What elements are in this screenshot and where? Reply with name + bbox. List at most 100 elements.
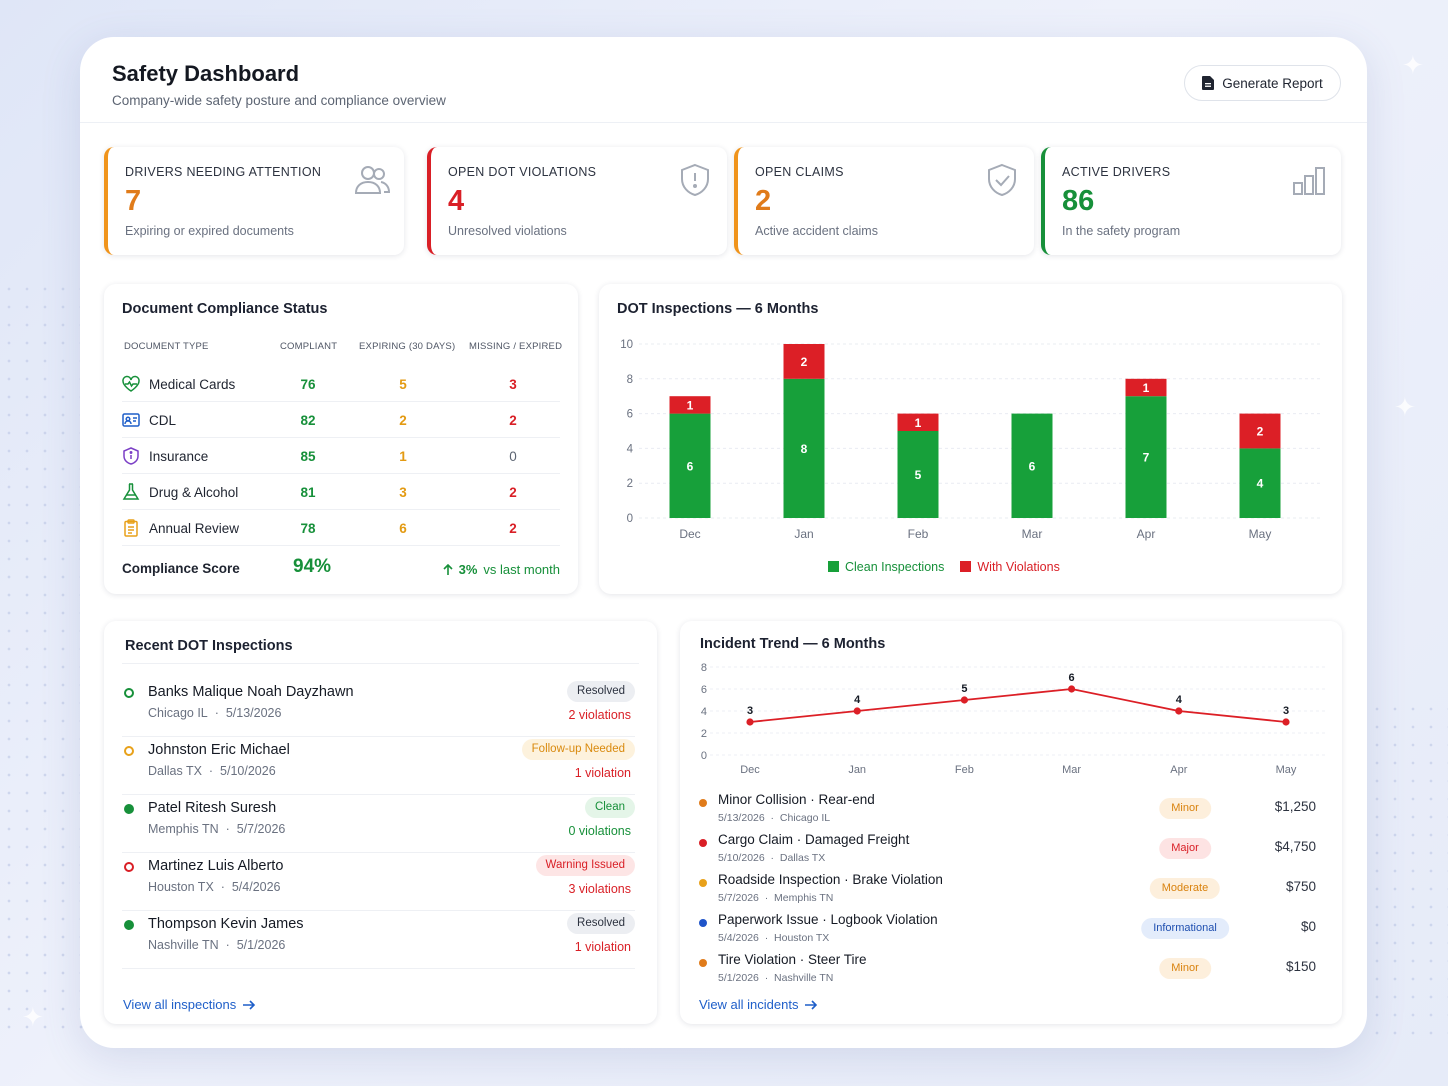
view-all-incidents-link[interactable]: View all incidents — [699, 997, 818, 1012]
status-dot — [124, 920, 134, 930]
compliant-count: 85 — [300, 449, 316, 464]
inspection-meta: Houston TX · 5/4/2026 — [148, 880, 281, 894]
bar-violations[interactable] — [897, 413, 939, 431]
compliance-row-medical-cards[interactable]: Medical Cards 76 5 3 — [122, 366, 560, 402]
severity-dot — [699, 839, 707, 847]
incident-meta: 5/13/2026 · Chicago IL — [718, 812, 831, 824]
incident-row[interactable]: Cargo Claim · Damaged Freight 5/10/2026 ·… — [699, 831, 1316, 871]
data-point[interactable] — [853, 707, 861, 715]
incident-row[interactable]: Tire Violation · Steer Tire 5/1/2026 · Na… — [699, 951, 1316, 991]
compliance-score-value: 94% — [293, 556, 332, 577]
incident-line — [749, 688, 1287, 723]
incident-row[interactable]: Roadside Inspection · Brake Violation 5/7… — [699, 871, 1316, 911]
stat-description: In the safety program — [1062, 224, 1181, 238]
data-point[interactable] — [960, 696, 968, 704]
status-badge: Clean — [584, 797, 635, 818]
view-all-inspections-link[interactable]: View all inspections — [123, 997, 256, 1012]
claim-amount: $1,250 — [1274, 799, 1316, 814]
data-point[interactable] — [746, 718, 754, 726]
claim-amount: $0 — [1300, 919, 1316, 934]
bar-clean[interactable] — [1011, 413, 1053, 518]
inspection-row[interactable]: Martinez Luis Alberto Houston TX · 5/4/20… — [122, 853, 635, 911]
incident-row[interactable]: Minor Collision · Rear-end 5/13/2026 · Ch… — [699, 791, 1316, 831]
compliant-count: 76 — [300, 377, 316, 392]
bar-violations[interactable] — [1125, 378, 1167, 397]
stat-description: Unresolved violations — [448, 224, 567, 238]
incident-title: Minor Collision · Rear-end — [718, 792, 875, 807]
document-type: Insurance — [149, 449, 209, 464]
compliance-row-cdl[interactable]: CDL 82 2 2 — [122, 402, 560, 438]
violation-count: 1 violation — [574, 766, 631, 780]
y-tick-label: 6 — [701, 684, 707, 696]
status-dot — [124, 688, 134, 698]
column-header: COMPLIANT — [280, 341, 338, 352]
chart-legend: Clean Inspections With Violations — [828, 560, 1060, 574]
panel-title: Document Compliance Status — [122, 301, 328, 317]
severity-dot — [699, 799, 707, 807]
bar-value-label: 2 — [1257, 425, 1264, 439]
data-point[interactable] — [1175, 707, 1183, 715]
compliance-row-annual-review[interactable]: Annual Review 78 6 2 — [122, 510, 560, 546]
generate-report-button[interactable]: Generate Report — [1184, 65, 1341, 101]
x-tick-label: Mar — [1022, 527, 1043, 541]
bar-chart-icon — [1293, 167, 1325, 195]
compliance-row-drug-alcohol[interactable]: Drug & Alcohol 81 3 2 — [122, 474, 560, 510]
document-type: CDL — [149, 413, 177, 428]
id-card-icon — [122, 413, 140, 427]
expiring-count: 3 — [399, 485, 407, 500]
stat-card-active-drivers[interactable]: ACTIVE DRIVERS 86 In the safety program — [1041, 147, 1341, 255]
inspection-row[interactable]: Johnston Eric Michael Dallas TX · 5/10/20… — [122, 737, 635, 795]
inspection-row[interactable]: Thompson Kevin James Nashville TN · 5/1/2… — [122, 911, 635, 969]
incident-row[interactable]: Paperwork Issue · Logbook Violation 5/4/2… — [699, 911, 1316, 951]
driver-name: Martinez Luis Alberto — [148, 858, 284, 874]
bar-value-label: 4 — [1257, 477, 1264, 491]
y-tick-label: 6 — [627, 409, 633, 421]
severity-dot — [699, 959, 707, 967]
stat-label: ACTIVE DRIVERS — [1062, 165, 1171, 179]
compliant-count: 81 — [300, 485, 316, 500]
expiring-count: 1 — [399, 449, 407, 464]
recent-inspections-panel: Recent DOT Inspections Banks Malique Noa… — [104, 621, 657, 1024]
compliance-row-insurance[interactable]: Insurance 85 1 0 — [122, 438, 560, 474]
incident-title: Paperwork Issue · Logbook Violation — [718, 912, 938, 927]
incident-title: Roadside Inspection · Brake Violation — [718, 872, 943, 887]
legend-item-clean: Clean Inspections — [828, 560, 944, 574]
heart-pulse-icon — [122, 375, 140, 392]
y-tick-label: 2 — [701, 728, 707, 740]
missing-count: 2 — [509, 413, 517, 428]
bar-violations[interactable] — [1239, 413, 1281, 449]
inspection-row[interactable]: Banks Malique Noah Dayzhawn Chicago IL · … — [122, 679, 635, 737]
bar-clean[interactable] — [1125, 396, 1167, 518]
dot-inspections-chart-panel: DOT Inspections — 6 Months 0 2 4 6 8 10 6 1 Dec 8… — [599, 284, 1342, 594]
inspection-row[interactable]: Patel Ritesh Suresh Memphis TN · 5/7/2026… — [122, 795, 635, 853]
sparkle-icon: ✦ — [1402, 50, 1424, 80]
data-point[interactable] — [1282, 718, 1290, 726]
stat-value: 2 — [755, 185, 772, 217]
stat-card-drivers-attention[interactable]: DRIVERS NEEDING ATTENTION 7 Expiring or … — [104, 147, 404, 255]
bar-clean[interactable] — [897, 431, 939, 518]
violation-count: 3 violations — [568, 882, 631, 896]
chart-title: DOT Inspections — 6 Months — [617, 301, 819, 317]
claim-amount: $750 — [1285, 879, 1316, 894]
generate-report-label: Generate Report — [1222, 75, 1323, 91]
x-tick-label: Apr — [1137, 527, 1156, 541]
data-point[interactable] — [1068, 685, 1076, 693]
incident-meta: 5/4/2026 · Houston TX — [718, 932, 830, 944]
bar-value-label: 5 — [915, 468, 922, 482]
bar-violations[interactable] — [669, 396, 711, 414]
bar-clean[interactable] — [783, 378, 825, 518]
arrow-right-icon — [805, 999, 818, 1010]
expiring-count: 6 — [399, 521, 407, 536]
delta-value: 3% — [458, 562, 478, 577]
driver-name: Thompson Kevin James — [148, 916, 304, 932]
stat-card-dot-violations[interactable]: OPEN DOT VIOLATIONS 4 Unresolved violati… — [427, 147, 727, 255]
shield-alert-icon — [681, 163, 709, 197]
bar-violations[interactable] — [783, 344, 825, 379]
x-tick-label: Dec — [740, 764, 760, 776]
severity-badge: Major — [1159, 838, 1211, 859]
inspection-meta: Dallas TX · 5/10/2026 — [148, 764, 276, 778]
stat-card-open-claims[interactable]: OPEN CLAIMS 2 Active accident claims — [734, 147, 1034, 255]
bar-clean[interactable] — [1239, 448, 1281, 518]
bar-clean[interactable] — [669, 413, 711, 518]
compliant-count: 82 — [300, 413, 316, 428]
